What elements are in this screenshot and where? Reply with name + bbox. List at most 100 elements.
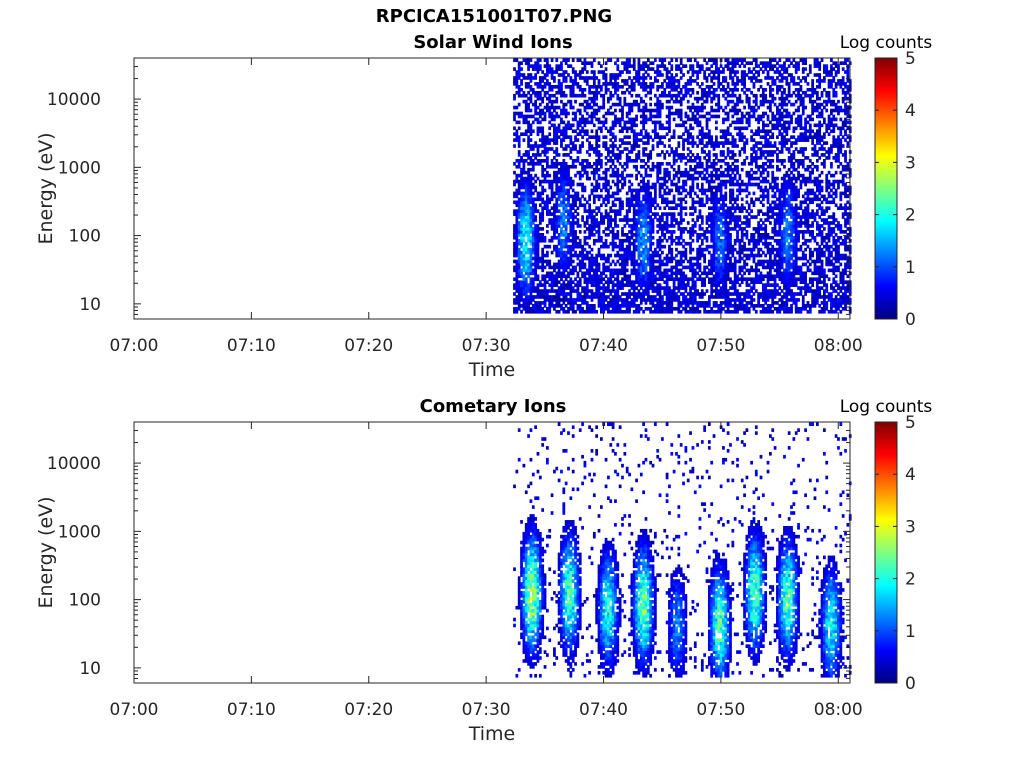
heatmap-cell (541, 141, 545, 145)
heatmap-cell (712, 147, 716, 151)
heatmap-cell (689, 159, 692, 163)
heatmap-cell (651, 200, 655, 205)
heatmap-cell (731, 156, 735, 160)
heatmap-cell (585, 292, 589, 296)
heatmap-cell (595, 268, 599, 273)
heatmap-cell (555, 277, 559, 282)
heatmap-cell (522, 73, 526, 77)
heatmap-cell (658, 241, 662, 246)
heatmap-cell (670, 309, 674, 314)
heatmap-cell (592, 114, 596, 119)
heatmap-cell (543, 153, 547, 157)
heatmap-cell (621, 150, 624, 154)
heatmap-cell (590, 147, 594, 151)
heatmap-cell (557, 114, 561, 119)
heatmap-cell (616, 191, 620, 196)
heatmap-cell (661, 93, 664, 98)
heatmap-cell (574, 268, 577, 273)
heatmap-cell (642, 212, 645, 216)
heatmap-cell (710, 85, 714, 89)
heatmap-cell (644, 85, 648, 89)
heatmap-cell (717, 188, 721, 193)
heatmap-cell (515, 250, 519, 255)
heatmap-cell (524, 227, 528, 231)
heatmap-cell (705, 120, 709, 125)
heatmap-cell (517, 182, 521, 187)
heatmap-cell (583, 61, 587, 65)
heatmap-cell (592, 283, 596, 287)
heatmap-cell (644, 108, 648, 113)
heatmap-cell (700, 295, 704, 299)
heatmap-cell (632, 233, 636, 237)
heatmap-cell (524, 307, 528, 311)
heatmap-cell (597, 253, 601, 258)
heatmap-cell (738, 292, 742, 296)
heatmap-cell (691, 70, 695, 74)
heatmap-cell (628, 218, 631, 222)
heatmap-cell (550, 224, 554, 228)
heatmap-cell (665, 301, 669, 305)
heatmap-cell (698, 235, 702, 240)
heatmap-cell (672, 298, 676, 302)
heatmap-cell (550, 188, 554, 193)
heatmap-cell (707, 141, 711, 145)
heatmap-cell (536, 191, 540, 196)
heatmap-cell (557, 85, 561, 89)
heatmap-cell (515, 194, 519, 199)
heatmap-cell (564, 203, 568, 208)
heatmap-cell (590, 274, 594, 279)
heatmap-cell (590, 307, 594, 311)
heatmap-cell (576, 170, 580, 175)
heatmap-cell (557, 73, 561, 77)
heatmap-cell (703, 268, 707, 273)
heatmap-cell (529, 159, 533, 163)
heatmap-cell (548, 221, 552, 225)
heatmap-cell (663, 79, 667, 83)
heatmap-cell (693, 209, 697, 213)
heatmap-cell (731, 150, 735, 154)
heatmap-cell (541, 200, 545, 205)
heatmap-cell (649, 209, 653, 213)
heatmap-cell (625, 250, 629, 255)
heatmap-cell (672, 132, 676, 137)
heatmap-cell (639, 230, 643, 234)
heatmap-cell (722, 170, 725, 175)
heatmap-cell (529, 132, 533, 137)
heatmap-cell (679, 259, 683, 264)
heatmap-cell (644, 182, 648, 187)
heatmap-cell (581, 185, 584, 190)
heatmap-cell (548, 295, 552, 299)
heatmap-cell (616, 209, 620, 213)
heatmap-cell (621, 108, 624, 113)
heatmap-cell (740, 73, 744, 77)
heatmap-cell (597, 289, 601, 293)
heatmap-cell (628, 280, 631, 284)
heatmap-cell (520, 111, 523, 116)
heatmap-cell (604, 179, 608, 184)
heatmap-cell (625, 253, 629, 258)
heatmap-cell (531, 164, 535, 169)
heatmap-cell (616, 176, 620, 181)
heatmap-cell (689, 76, 692, 80)
heatmap-cell (630, 126, 634, 131)
heatmap-cell (729, 200, 732, 205)
heatmap-cell (517, 265, 521, 270)
heatmap-cell (531, 235, 535, 240)
heatmap-cell (538, 259, 542, 264)
heatmap-cell (658, 99, 662, 104)
heatmap-cell (644, 194, 648, 199)
heatmap-cell (576, 120, 580, 125)
heatmap-cell (684, 82, 688, 86)
heatmap-cell (646, 132, 650, 137)
heatmap-cell (628, 179, 631, 184)
heatmap-cell (738, 176, 742, 181)
heatmap-cell (529, 298, 533, 302)
heatmap-cell (625, 262, 629, 267)
heatmap-cell (536, 244, 540, 249)
heatmap-cell (731, 114, 735, 119)
heatmap-cell (722, 93, 725, 98)
heatmap-cell (710, 227, 714, 231)
heatmap-cell (710, 277, 714, 282)
heatmap-cell (597, 120, 601, 125)
heatmap-cell (623, 271, 627, 276)
